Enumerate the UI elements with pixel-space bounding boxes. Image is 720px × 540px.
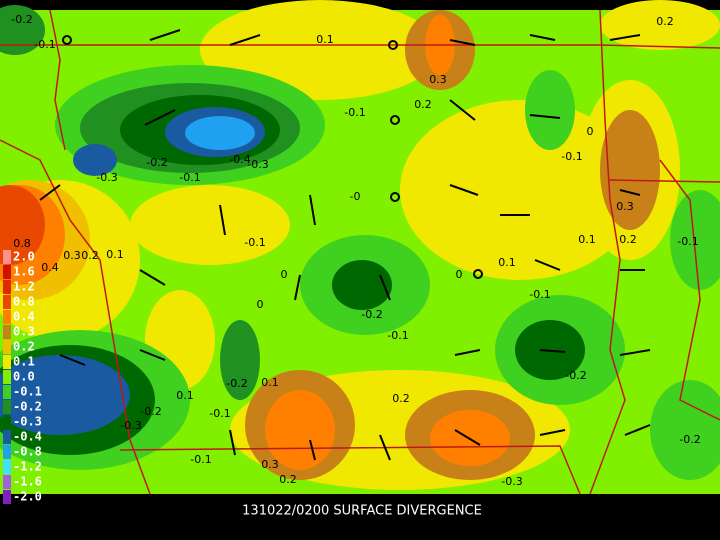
legend-label: 0.4 — [13, 310, 35, 324]
legend-label: 0.1 — [13, 355, 35, 369]
legend-swatch — [3, 295, 11, 309]
contour-label: -0.3 — [501, 475, 522, 488]
contour-label: 0.3 — [616, 200, 634, 213]
contour-label: -0.2 — [140, 405, 161, 418]
contour-label: -0.1 — [677, 235, 698, 248]
contour-label: -0.1 — [529, 288, 550, 301]
field — [0, 0, 720, 494]
calm-markers — [62, 35, 483, 279]
legend: 2.01.61.20.80.40.30.20.10.0-0.1-0.2-0.3-… — [3, 250, 42, 504]
contour-label: -0.2 — [146, 156, 167, 169]
legend-label: 1.2 — [13, 280, 35, 294]
contour-label: -0.1 — [387, 329, 408, 342]
contour-label: 0.1 — [578, 233, 596, 246]
contour-label: 0.3 — [261, 458, 279, 471]
legend-label: -0.3 — [13, 415, 42, 429]
contour-label: 0 — [281, 268, 288, 281]
contour-label: -0.1 — [190, 453, 211, 466]
legend-label: 1.6 — [13, 265, 35, 279]
contour-label: -0.3 — [247, 158, 268, 171]
contour-label: 0.2 — [392, 392, 410, 405]
contour-label: 0.1 — [316, 33, 334, 46]
legend-label: -0.8 — [13, 445, 42, 459]
contour-labels: -0.2-0.1 0.10.20.30.2-0.10-0.1-0.4-0.3-0.… — [11, 13, 700, 488]
legend-swatch — [3, 280, 11, 294]
contour-label: 0.2 — [414, 98, 432, 111]
contour-label: -0.1 — [34, 38, 55, 51]
contour-label: -0.3 — [120, 419, 141, 432]
legend-label: -0.4 — [13, 430, 42, 444]
contour-label: 0.2 — [656, 15, 674, 28]
contour-label: -0.2 — [11, 13, 32, 26]
legend-label: -0.2 — [13, 400, 42, 414]
legend-swatch — [3, 265, 11, 279]
legend-label: 0.0 — [13, 370, 35, 384]
contour-label: 0 — [587, 125, 594, 138]
contour-label: 0.2 — [81, 249, 99, 262]
legend-swatch — [3, 400, 11, 414]
contour-label: -0.1 — [209, 407, 230, 420]
legend-swatch — [3, 355, 11, 369]
contour-label: -0.1 — [344, 106, 365, 119]
legend-swatch — [3, 415, 11, 429]
contour-label: 0.4 — [41, 261, 59, 274]
contour-label: -0 — [350, 190, 361, 203]
contour-label: -0.3 — [96, 171, 117, 184]
contour-label: -0.2 — [565, 369, 586, 382]
contour-label: 0.1 — [106, 248, 124, 261]
contour-label: -0.2 — [679, 433, 700, 446]
contour-label: -0.2 — [226, 377, 247, 390]
contour-label: 0.3 — [63, 249, 81, 262]
state-borders — [0, 9, 720, 495]
contour-label: 0.3 — [429, 73, 447, 86]
legend-swatch — [3, 250, 11, 264]
legend-label: -2.0 — [13, 490, 42, 504]
contour-label: 0.1 — [176, 389, 194, 402]
legend-swatch — [3, 370, 11, 384]
legend-swatch — [3, 385, 11, 399]
title: 131022/0200 SURFACE DIVERGENCE — [242, 504, 482, 519]
legend-swatch — [3, 475, 11, 489]
legend-label: -1.2 — [13, 460, 42, 474]
legend-label: 0.2 — [13, 340, 35, 354]
contour-label: 0.1 — [498, 256, 516, 269]
legend-swatch — [3, 445, 11, 459]
wind-barbs — [39, 29, 651, 461]
contour-label: -0.1 — [179, 171, 200, 184]
legend-label: -0.1 — [13, 385, 42, 399]
contour-label: 0.2 — [619, 233, 637, 246]
contour-label: 0.1 — [261, 376, 279, 389]
legend-label: 0.8 — [13, 295, 35, 309]
legend-label: 0.3 — [13, 325, 35, 339]
contour-label: 0.8 — [13, 237, 31, 250]
contour-label: 0 — [456, 268, 463, 281]
legend-swatch — [3, 310, 11, 324]
contour-label: 0.2 — [279, 473, 297, 486]
contour-label: -0.1 — [244, 236, 265, 249]
legend-swatch — [3, 430, 11, 444]
legend-label: 2.0 — [13, 250, 35, 264]
legend-swatch — [3, 325, 11, 339]
contour-label: -0.2 — [361, 308, 382, 321]
legend-swatch — [3, 340, 11, 354]
legend-label: -1.6 — [13, 475, 42, 489]
contour-label: -0.1 — [561, 150, 582, 163]
legend-swatch — [3, 490, 11, 504]
contour-label: 0 — [257, 298, 264, 311]
contour-label: -0.4 — [229, 153, 250, 166]
legend-swatch — [3, 460, 11, 474]
